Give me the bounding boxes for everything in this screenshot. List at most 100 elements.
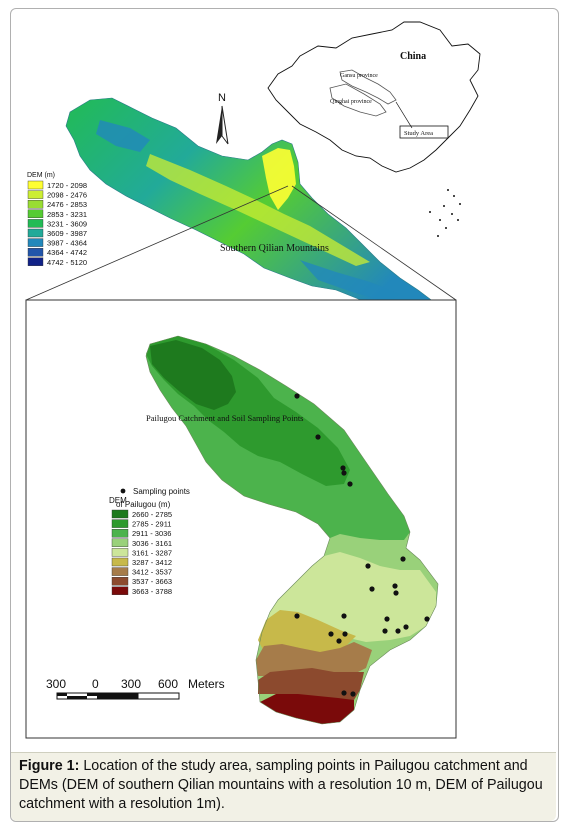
scale-label-1: 0 bbox=[92, 677, 99, 691]
pailugou-legend-title-2: of Pailugou (m) bbox=[116, 500, 171, 509]
qilian-low-elevation bbox=[262, 148, 296, 210]
qilian-legend-label: 3231 - 3609 bbox=[47, 219, 87, 228]
sampling-point bbox=[382, 628, 388, 634]
connector-right bbox=[291, 185, 457, 301]
qilian-legend-label: 2853 - 3231 bbox=[47, 210, 87, 219]
qilian-legend-label: 3609 - 3987 bbox=[47, 229, 87, 238]
pailugou-legend-swatch bbox=[111, 577, 129, 586]
study-area-label: Study Area bbox=[404, 130, 433, 137]
pailugou-legend-swatch bbox=[111, 567, 129, 576]
qilian-alpine-zone bbox=[96, 120, 400, 302]
pailugou-legend-swatch bbox=[111, 557, 129, 567]
china-outline bbox=[267, 21, 481, 173]
pailugou-legend-label: 3537 - 3663 bbox=[132, 577, 172, 586]
sampling-point bbox=[392, 583, 398, 589]
qilian-legend-swatch bbox=[27, 180, 44, 190]
sampling-point bbox=[347, 481, 353, 487]
pailugou-legend-label: 3287 - 3412 bbox=[132, 558, 172, 567]
scale-label-2: 300 bbox=[121, 677, 141, 691]
zone-3537-3663 bbox=[258, 668, 364, 700]
qilian-high-elevation bbox=[146, 154, 370, 266]
qilian-dem-map: Southern Qilian Mountains bbox=[65, 97, 441, 323]
qinghai-label: Qinghai province bbox=[330, 99, 372, 105]
pailugou-legend: Sampling points DEM of Pailugou (m) 2660… bbox=[109, 487, 190, 596]
gansu-province bbox=[339, 69, 397, 105]
pailugou-legend-swatch bbox=[111, 529, 129, 538]
china-label: China bbox=[400, 51, 426, 62]
zone-3663-3788 bbox=[260, 694, 354, 724]
sampling-points-legend-label: Sampling points bbox=[133, 487, 190, 496]
north-label: N bbox=[218, 92, 226, 104]
qilian-legend-label: 1720 - 2098 bbox=[47, 181, 87, 190]
sampling-point bbox=[350, 691, 356, 697]
pailugou-legend-swatch bbox=[111, 586, 129, 595]
pailugou-legend-label: 2911 - 3036 bbox=[132, 529, 171, 538]
sampling-point bbox=[294, 613, 300, 619]
qilian-legend-swatch bbox=[27, 219, 44, 228]
sampling-point bbox=[393, 590, 399, 596]
pailugou-legend-swatch bbox=[111, 538, 129, 547]
study-area-box bbox=[399, 125, 449, 139]
pailugou-title: Pailugou Catchment and Soil Sampling Poi… bbox=[146, 413, 304, 423]
sampling-point bbox=[341, 690, 347, 696]
pailugou-legend-label: 2660 - 2785 bbox=[132, 510, 172, 519]
zone-3412-3537 bbox=[256, 642, 372, 676]
pailugou-legend-label: 3412 - 3537 bbox=[132, 568, 172, 577]
qilian-legend-label: 2098 - 2476 bbox=[47, 191, 87, 200]
sampling-point bbox=[424, 616, 430, 622]
south-china-sea-islands bbox=[429, 189, 461, 237]
sampling-point bbox=[384, 616, 390, 622]
sampling-points bbox=[294, 393, 430, 697]
pailugou-legend-swatch bbox=[111, 519, 129, 528]
sampling-point-legend-symbol bbox=[120, 488, 126, 494]
qilian-legend-label: 2476 - 2853 bbox=[47, 200, 87, 209]
sampling-point bbox=[315, 434, 321, 440]
china-inset-map: China Gansu province Qinghai province St… bbox=[267, 21, 481, 237]
gansu-label: Gansu province bbox=[340, 73, 378, 79]
catchment-border bbox=[145, 335, 439, 725]
qilian-legend-swatch bbox=[27, 257, 44, 266]
qinghai-province bbox=[329, 83, 387, 117]
caption-text: Location of the study area, sampling poi… bbox=[19, 758, 543, 812]
sampling-point bbox=[400, 556, 406, 562]
scale-bar: 300 0 300 600 Meters bbox=[46, 677, 225, 700]
pailugou-legend-label: 3663 - 3788 bbox=[132, 587, 172, 596]
pailugou-legend-title-1: DEM bbox=[109, 496, 127, 505]
zone-2660-2785 bbox=[150, 340, 236, 410]
pailugou-legend-label: 3161 - 3287 bbox=[132, 548, 172, 557]
caption-label: Figure 1: bbox=[19, 758, 80, 774]
pailugou-legend-swatch bbox=[111, 548, 129, 557]
sampling-point bbox=[342, 631, 348, 637]
qilian-legend-title: DEM (m) bbox=[27, 172, 55, 179]
sampling-point bbox=[341, 613, 347, 619]
scale-unit: Meters bbox=[188, 677, 225, 691]
sampling-point bbox=[340, 465, 346, 471]
pailugou-legend-swatch bbox=[111, 509, 129, 519]
sampling-point bbox=[403, 624, 409, 630]
qilian-legend-swatch bbox=[27, 209, 44, 219]
scale-label-0: 300 bbox=[46, 677, 66, 691]
pailugou-catchment bbox=[145, 335, 439, 725]
qilian-legend-label: 4742 - 5120 bbox=[47, 258, 87, 267]
scale-label-3: 600 bbox=[158, 677, 178, 691]
sampling-point bbox=[365, 563, 371, 569]
qilian-label: Southern Qilian Mountains bbox=[220, 243, 329, 254]
qilian-legend-swatch bbox=[27, 228, 44, 238]
qilian-legend-swatch bbox=[27, 247, 44, 257]
qilian-legend-swatch bbox=[27, 190, 44, 199]
sampling-point bbox=[395, 628, 401, 634]
qilian-legend-label: 3987 - 4364 bbox=[47, 239, 87, 248]
sampling-point bbox=[341, 470, 347, 476]
pailugou-legend-label: 2785 - 2911 bbox=[132, 520, 171, 529]
figure-caption: Figure 1: Location of the study area, sa… bbox=[11, 752, 556, 821]
connector-left bbox=[25, 185, 289, 301]
pailugou-legend-label: 3036 - 3161 bbox=[132, 539, 172, 548]
qilian-legend-swatch bbox=[27, 199, 44, 209]
sampling-point bbox=[328, 631, 334, 637]
sampling-point bbox=[294, 393, 300, 399]
qilian-legend-swatch bbox=[27, 238, 44, 247]
sampling-point bbox=[336, 638, 342, 644]
north-arrow: N bbox=[216, 92, 229, 145]
